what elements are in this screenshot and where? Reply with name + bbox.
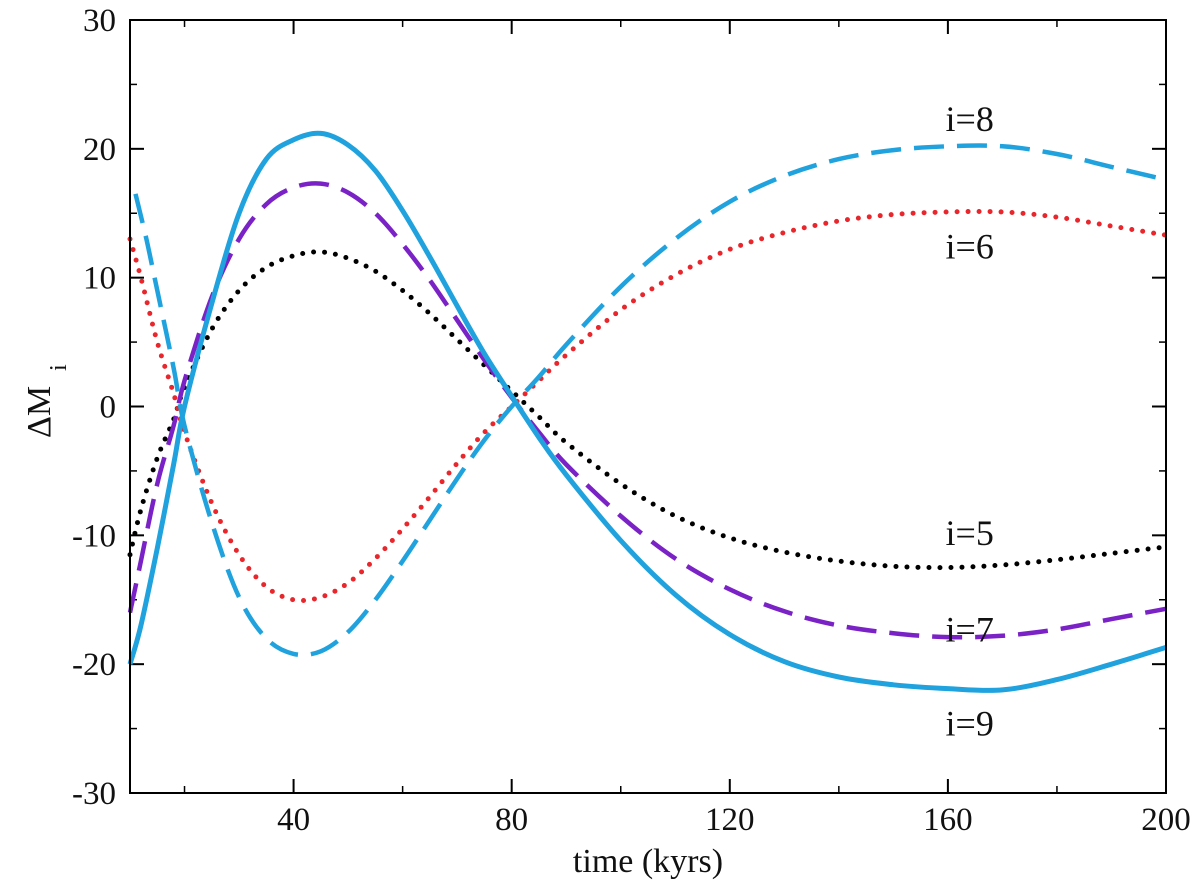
series-label-i-6: i=6	[946, 227, 994, 267]
series-label-i-9: i=9	[946, 703, 994, 743]
x-tick-label: 40	[277, 802, 310, 838]
y-tick-label: 20	[83, 132, 116, 168]
y-tick-label: -10	[72, 518, 116, 554]
plot-frame	[129, 19, 1167, 794]
x-axis-title: time (kyrs)	[573, 843, 723, 880]
series-label-i-7: i=7	[946, 609, 994, 649]
series-line-i-5	[127, 249, 1169, 571]
x-tick-label: 120	[705, 802, 755, 838]
axis-ticks	[130, 19, 1167, 794]
series-label-i-8: i=8	[946, 99, 994, 139]
x-tick-label: 160	[923, 802, 973, 838]
y-tick-label: 0	[100, 390, 117, 426]
y-tick-label: -30	[72, 776, 116, 812]
series-line-i-6	[127, 208, 1169, 604]
series-line-i-8	[133, 143, 1167, 658]
y-axis-title-main: ΔM	[21, 386, 58, 438]
series-line-i-9	[127, 130, 1167, 693]
y-axis-title-sub: i	[46, 364, 72, 371]
y-tick-label: 10	[83, 261, 116, 297]
y-tick-label: 30	[83, 3, 116, 39]
tick-labels: -30 -20 -10 0 10 20 30 40 80 120 160 200	[72, 3, 1191, 838]
y-tick-label: -20	[72, 647, 116, 683]
series-labels: i=5 i=6 i=7 i=8 i=9	[946, 99, 994, 743]
series-lines	[127, 130, 1169, 693]
series-line-i-7	[127, 181, 1167, 640]
x-tick-label: 80	[495, 802, 528, 838]
series-label-i-5: i=5	[946, 513, 994, 553]
x-tick-label: 200	[1141, 802, 1191, 838]
y-axis-title: ΔM i	[21, 364, 72, 438]
